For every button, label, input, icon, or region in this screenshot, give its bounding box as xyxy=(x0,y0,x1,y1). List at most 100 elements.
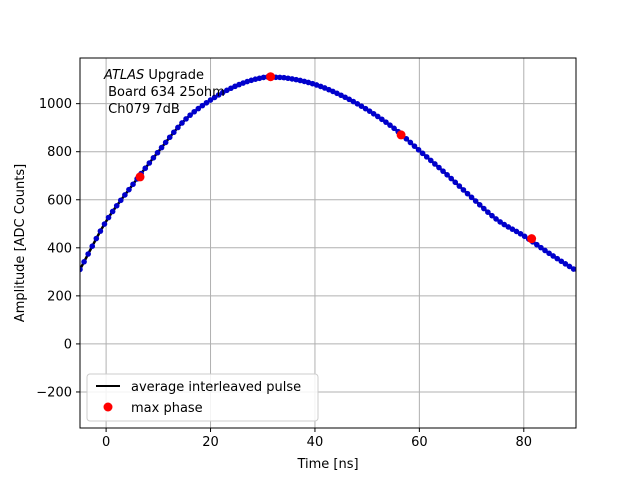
pulse-marker xyxy=(142,165,149,172)
upgrade-label: Upgrade xyxy=(144,68,204,83)
pulse-marker xyxy=(109,208,116,215)
annotation-line-1: ATLAS Upgrade xyxy=(103,68,204,83)
pulse-marker xyxy=(464,190,471,197)
pulse-marker xyxy=(415,146,422,153)
pulse-marker xyxy=(550,253,556,259)
x-axis-label: Time [ns] xyxy=(296,457,358,472)
pulse-marker xyxy=(191,108,198,115)
pulse-marker xyxy=(154,149,161,156)
pulse-marker xyxy=(211,94,218,101)
pulse-marker xyxy=(81,258,87,265)
pulse-marker xyxy=(105,214,112,221)
pulse-marker xyxy=(570,266,576,272)
pulse-marker xyxy=(277,74,283,81)
pulse-marker xyxy=(171,129,177,136)
pulse-marker xyxy=(558,258,565,265)
pulse-marker xyxy=(476,202,483,208)
axis-ticks: 0 20 40 60 80 −200 0 200 400 600 800 1000 xyxy=(36,97,532,450)
pulse-marker xyxy=(472,198,479,204)
pulse-marker xyxy=(403,135,410,142)
pulse-marker xyxy=(97,228,104,234)
pulse-marker xyxy=(354,101,361,107)
pulse-marker xyxy=(481,205,487,212)
pulse-marker xyxy=(162,139,169,146)
pulse-marker xyxy=(493,216,499,222)
legend-marker-swatch xyxy=(103,402,113,412)
max-phase-point xyxy=(396,130,406,140)
pulse-marker xyxy=(207,97,214,103)
pulse-marker xyxy=(383,119,389,125)
pulse-marker xyxy=(89,243,96,250)
pulse-marker xyxy=(130,181,136,188)
pulse-marker xyxy=(387,122,393,128)
pulse-marker xyxy=(452,179,459,186)
plot-area xyxy=(80,72,576,273)
pulse-marker xyxy=(374,113,381,120)
pulse-marker xyxy=(175,124,181,131)
x-tick-label: 40 xyxy=(307,435,324,450)
pulse-marker xyxy=(423,154,430,160)
pulse-marker xyxy=(538,244,544,251)
pulse-marker xyxy=(497,219,503,225)
pulse-marker xyxy=(509,226,516,232)
pulse-marker xyxy=(440,168,446,174)
pulse-marker xyxy=(436,164,442,171)
legend-entry-max-phase: max phase xyxy=(131,401,203,416)
pulse-marker xyxy=(260,74,267,81)
pulse-marker xyxy=(485,209,491,215)
pulse-marker xyxy=(219,89,226,96)
y-tick-label: 400 xyxy=(47,241,72,256)
pulse-marker xyxy=(517,230,524,237)
pulse-marker xyxy=(489,212,495,219)
pulse-marker xyxy=(379,116,385,123)
x-tick-label: 60 xyxy=(411,435,428,450)
legend-box xyxy=(86,373,319,422)
atlas-label: ATLAS xyxy=(103,68,144,83)
pulse-marker xyxy=(444,171,450,178)
pulse-marker xyxy=(448,175,454,182)
y-tick-label: 800 xyxy=(47,145,72,160)
pulse-marker xyxy=(391,125,397,132)
y-tick-label: 1000 xyxy=(39,97,72,112)
annotation-line-2: Board 634 25ohm xyxy=(104,85,225,100)
x-tick-label: 0 xyxy=(102,435,110,450)
pulse-marker xyxy=(101,221,108,227)
pulse-marker xyxy=(126,186,132,193)
pulse-marker xyxy=(199,102,206,109)
pulse-marker xyxy=(93,235,100,242)
pulse-marker xyxy=(554,255,561,262)
pulse-marker xyxy=(542,247,548,254)
grid xyxy=(80,58,576,428)
pulse-marker xyxy=(546,250,552,257)
max-phase-point xyxy=(135,172,145,182)
pulse-marker xyxy=(427,157,434,164)
pulse-marker xyxy=(521,233,528,240)
max-phase-point xyxy=(266,72,276,82)
pulse-marker xyxy=(215,92,222,98)
pulse-marker xyxy=(534,241,540,248)
y-tick-label: 600 xyxy=(47,193,72,208)
y-tick-label: 0 xyxy=(64,337,72,352)
y-tick-label: 200 xyxy=(47,289,72,304)
pulse-marker xyxy=(370,110,377,117)
pulse-marker xyxy=(122,192,128,198)
pulse-marker xyxy=(460,187,467,193)
pulse-marker xyxy=(468,194,475,201)
x-tick-label: 20 xyxy=(202,435,219,450)
pulse-marker xyxy=(358,103,365,109)
pulse-marker xyxy=(432,161,438,167)
atlas-annotation: ATLAS Upgrade Board 634 25ohm Ch079 7dB xyxy=(103,68,225,117)
pulse-marker xyxy=(513,228,520,235)
pulse-marker xyxy=(113,202,120,209)
pulse-marker xyxy=(456,183,463,189)
plot-data xyxy=(80,72,576,273)
pulse-marker xyxy=(411,143,418,149)
pulse-marker xyxy=(350,98,357,105)
legend-entry-pulse: average interleaved pulse xyxy=(131,380,301,395)
pulse-marker xyxy=(179,120,185,126)
y-tick-label: −200 xyxy=(36,385,72,400)
pulse-marker xyxy=(80,266,83,273)
pulse-marker xyxy=(362,105,369,112)
